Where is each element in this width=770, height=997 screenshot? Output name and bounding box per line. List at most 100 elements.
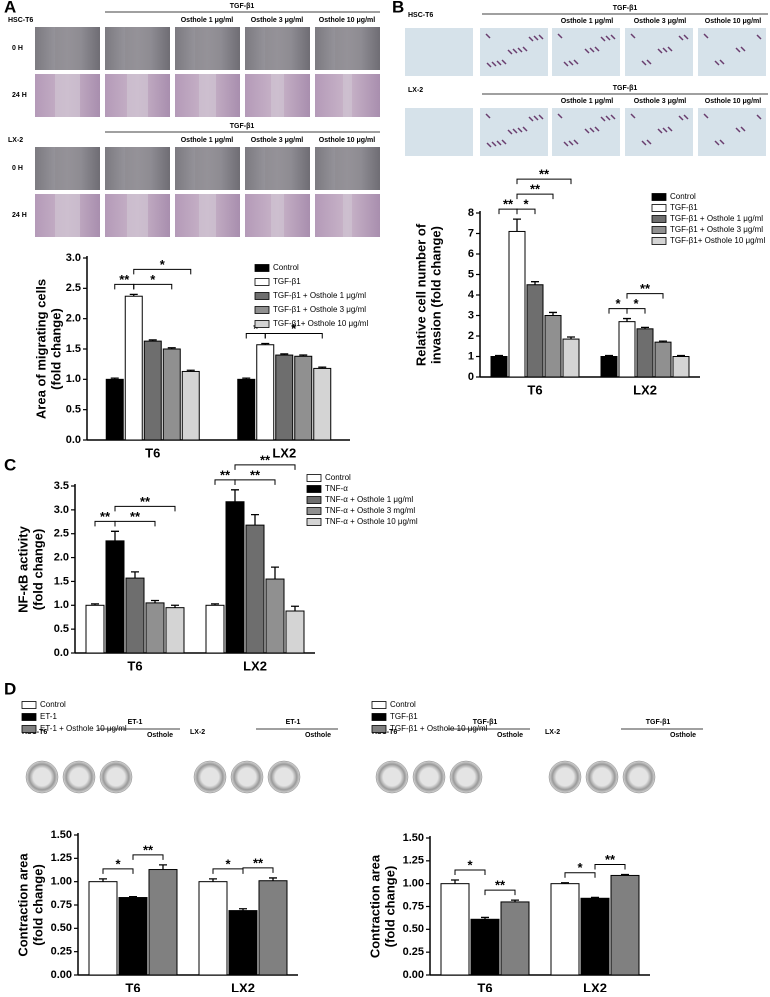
significance-bracket	[594, 864, 626, 870]
bar	[143, 340, 162, 441]
stained-cell	[662, 127, 668, 133]
gel-disc	[99, 760, 133, 794]
stained-cell	[589, 127, 595, 133]
stained-cell	[573, 59, 579, 65]
legend-label: Control	[40, 700, 66, 709]
label: Osthole 1 μg/ml	[181, 17, 234, 24]
significance-label: **	[100, 509, 111, 524]
stained-cell	[610, 114, 616, 120]
label: Osthole 10 μg/ml	[319, 17, 375, 24]
bar	[610, 874, 640, 976]
y-axis-label: NF-κB activity	[15, 525, 30, 612]
significance-bracket	[626, 308, 646, 314]
stained-cell	[528, 36, 534, 42]
legend-swatch	[254, 264, 270, 272]
stained-cell	[512, 128, 518, 134]
y-tick-label: 1.0	[66, 373, 81, 385]
y-tick-label: 1	[468, 350, 474, 362]
legend-swatch	[21, 713, 37, 721]
stained-cell	[584, 48, 590, 54]
legend-label: TGF-β1	[390, 712, 418, 721]
wound-gap	[195, 27, 220, 70]
y-tick-label: 2.5	[54, 528, 69, 540]
stained-cell	[605, 35, 611, 41]
legend-swatch	[254, 292, 270, 300]
stained-cell	[667, 46, 673, 52]
wound-gap	[265, 147, 290, 190]
x-tick-label: T6	[527, 382, 542, 397]
significance-label: **	[220, 467, 231, 482]
error-bar	[111, 530, 119, 541]
legend-label: TGF-β1 + Osthole 3 μg/ml	[670, 225, 763, 234]
bar	[562, 338, 580, 378]
y-axis-label: (fold change)	[382, 866, 397, 948]
micrograph	[480, 28, 548, 76]
legend-label: TNF-α	[325, 484, 348, 493]
legend-swatch	[306, 485, 322, 493]
bar	[181, 370, 200, 441]
significance-bracket	[484, 889, 516, 896]
significance-label: **	[253, 855, 264, 870]
stained-cell	[485, 33, 491, 39]
label: Osthole 3 μg/ml	[634, 98, 687, 105]
label: D	[4, 679, 16, 698]
label: Osthole 1 μg/ml	[561, 98, 614, 105]
bar	[544, 315, 562, 378]
wound-gap	[55, 74, 80, 117]
stained-cell	[533, 115, 539, 121]
bar	[618, 321, 636, 378]
stained-cell	[563, 141, 569, 147]
stained-cell	[662, 47, 668, 53]
stained-cell	[491, 61, 497, 67]
bar	[256, 344, 275, 441]
y-tick-label: 0.00	[51, 969, 72, 981]
stained-cell	[667, 126, 673, 132]
significance-label: *	[615, 296, 621, 311]
wound-gap	[127, 194, 148, 237]
y-axis-label: (fold change)	[48, 308, 63, 390]
stained-cell	[714, 60, 720, 66]
significance-bracket	[133, 283, 173, 290]
legend-swatch	[651, 237, 667, 245]
stained-cell	[538, 114, 544, 120]
y-tick-label: 2.0	[54, 551, 69, 563]
error-bar	[291, 605, 299, 612]
bar	[145, 602, 165, 654]
x-tick-label: LX2	[243, 658, 267, 673]
label: Osthole	[670, 732, 696, 739]
label: B	[392, 0, 404, 16]
wound-gap	[265, 27, 290, 70]
significance-label: *	[523, 197, 529, 212]
gel-disc	[449, 760, 483, 794]
label: TGF-β1	[473, 719, 498, 726]
bar	[118, 897, 148, 976]
y-tick-label: 0.0	[66, 434, 81, 446]
legend-swatch	[306, 474, 322, 482]
bar	[258, 880, 288, 976]
label: A	[4, 0, 16, 16]
significance-label: *	[633, 296, 639, 311]
wound-gap	[127, 74, 148, 117]
legend-label: ET-1 + Osthole 10 μg/ml	[40, 724, 127, 733]
micrograph	[625, 108, 693, 156]
stained-cell	[594, 126, 600, 132]
stained-cell	[557, 33, 563, 39]
y-tick-label: 3	[468, 309, 474, 321]
bar	[198, 881, 228, 976]
stained-cell	[501, 139, 507, 145]
label: Osthole 1 μg/ml	[561, 18, 614, 25]
legend-swatch	[306, 496, 322, 504]
y-tick-label: 0.50	[403, 923, 424, 935]
error-bar	[271, 566, 279, 580]
y-axis-label: Contraction area	[367, 854, 382, 958]
legend-label: TNF-α + Osthole 3 mg/ml	[325, 506, 415, 515]
y-tick-label: 0.75	[51, 899, 72, 911]
y-tick-label: 4	[468, 289, 475, 301]
stained-cell	[496, 140, 502, 146]
bar	[636, 328, 654, 378]
significance-label: *	[160, 257, 166, 272]
stained-cell	[485, 113, 491, 119]
stained-cell	[517, 47, 523, 53]
label: Osthole 10 μg/ml	[705, 18, 761, 25]
